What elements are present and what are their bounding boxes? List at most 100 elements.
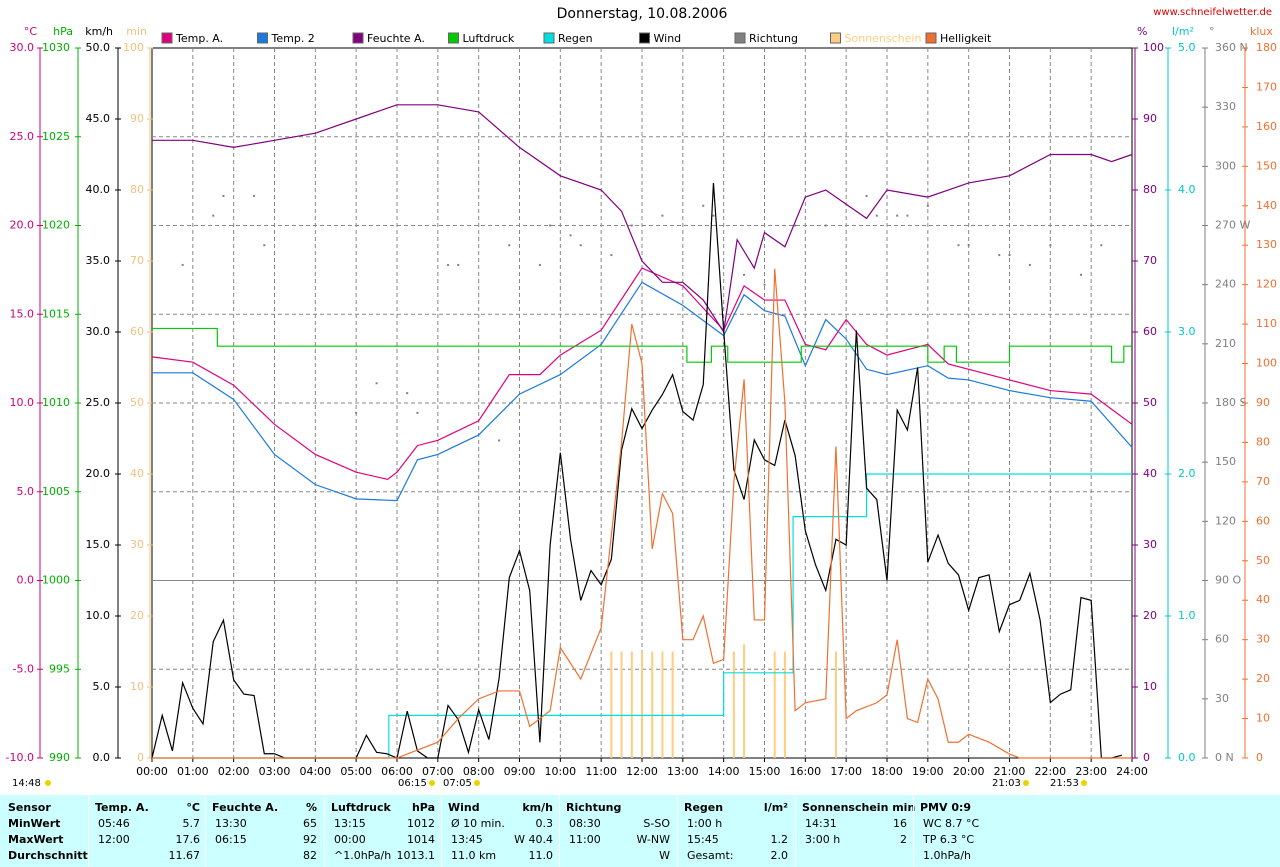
cell-value: W 40.4: [514, 833, 553, 846]
cell-time: 3:00 h: [805, 833, 841, 846]
y-tick-label: 60: [1215, 633, 1229, 646]
x-tick-label: 01:00: [177, 765, 209, 778]
x-tick-label: 06:00: [381, 765, 413, 778]
y-tick-label: 0.0: [1178, 751, 1196, 764]
axis-unit: °: [1209, 25, 1215, 38]
legend-label: Regen: [558, 32, 593, 45]
cell-time: 05:46: [98, 817, 130, 830]
x-tick-label: 00:00: [136, 765, 168, 778]
y-tick-label: 210: [1215, 337, 1236, 350]
x-tick-label: 13:00: [667, 765, 699, 778]
legend-swatch: [734, 32, 746, 44]
y-tick-label: 10: [1143, 680, 1157, 693]
legend-swatch: [257, 32, 268, 44]
y-tick-label: 360 N: [1215, 41, 1248, 54]
y-tick-label: 0: [137, 751, 144, 764]
legend-swatch: [352, 32, 364, 44]
cell-value: 1.2: [770, 833, 789, 846]
cell-value: 1012: [407, 817, 435, 830]
legend-swatch: [925, 32, 937, 44]
sun-marker: [429, 780, 435, 786]
x-tick-label: 03:00: [259, 765, 291, 778]
y-tick-label: 150: [1215, 455, 1236, 468]
x-tick-label: 07:00: [422, 765, 454, 778]
y-tick-label: 20.0: [10, 219, 35, 232]
direction-dot: [743, 273, 746, 276]
direction-dot: [1028, 263, 1031, 266]
y-tick-label: 30: [1215, 692, 1229, 705]
direction-dot: [181, 263, 184, 266]
column-separator: [324, 795, 325, 867]
cell-value: 11.0: [528, 849, 554, 862]
y-tick-label: 140: [1256, 199, 1277, 212]
y-tick-label: 2.0: [1178, 467, 1196, 480]
annotation: 07:05: [443, 778, 472, 789]
y-tick-label: 80: [1256, 435, 1270, 448]
cell-value: 16: [893, 817, 907, 830]
column-header: Temp. A.: [95, 801, 149, 814]
direction-dot: [447, 263, 450, 266]
direction-dot: [253, 194, 256, 197]
x-tick-label: 19:00: [912, 765, 944, 778]
y-tick-label: 10.0: [10, 396, 35, 409]
y-tick-label: 170: [1256, 80, 1277, 93]
y-tick-label: 80: [130, 183, 144, 196]
cell-time: 14:31: [805, 817, 837, 830]
y-tick-label: 40: [1143, 467, 1157, 480]
stats-table: Sensor MinWert MaxWert Durchschnitt Temp. A.…: [0, 795, 1280, 867]
direction-dot: [967, 244, 970, 247]
cell-time: 13:30: [215, 817, 247, 830]
cell-value: 2: [900, 833, 907, 846]
y-tick-label: 50: [130, 396, 144, 409]
sun-marker: [45, 780, 51, 786]
y-tick-label: 110: [1256, 317, 1277, 330]
direction-dot: [875, 214, 878, 217]
cell-time: 11:00: [569, 833, 601, 846]
y-tick-label: 100: [1256, 357, 1277, 370]
column-header: Wind: [448, 801, 480, 814]
column-header: PMV 0:9: [920, 801, 972, 814]
column-unit: %: [305, 801, 317, 814]
legend-swatch: [448, 32, 459, 44]
direction-dot: [355, 411, 358, 414]
series-step: [152, 327, 1132, 363]
annotation: 14:48: [12, 778, 41, 789]
y-tick-label: 4.0: [1178, 183, 1196, 196]
y-tick-label: 50: [1143, 396, 1157, 409]
direction-dot: [1049, 244, 1052, 247]
y-tick-label: 25.0: [10, 130, 35, 143]
y-tick-label: 40.0: [86, 183, 111, 196]
column-unit: hPa: [411, 801, 435, 814]
y-tick-label: 5.0: [17, 485, 35, 498]
legend-label: Sonnenschein: [845, 32, 922, 45]
cell-time: Gesamt:: [687, 849, 734, 862]
row-label: MinWert: [8, 817, 61, 830]
y-tick-label: 150: [1256, 159, 1277, 172]
y-tick-label: 20.0: [86, 467, 111, 480]
x-tick-label: 05:00: [340, 765, 372, 778]
y-tick-label: 40: [130, 467, 144, 480]
direction-dot: [212, 214, 215, 217]
cell-time: 08:30: [569, 817, 601, 830]
axis-unit: hPa: [53, 25, 73, 38]
y-tick-label: 10: [1256, 712, 1270, 725]
y-tick-label: 50: [1256, 554, 1270, 567]
y-tick-label: 160: [1256, 120, 1277, 133]
cell-value: 11.67: [168, 849, 201, 862]
cell-value: 1014: [407, 833, 435, 846]
y-tick-label: 0 N: [1215, 751, 1234, 764]
cell-value: W: [659, 849, 670, 862]
y-tick-label: 70: [130, 254, 144, 267]
direction-dot: [222, 194, 225, 197]
y-tick-label: 35.0: [86, 254, 111, 267]
series-line: [151, 182, 1122, 759]
row-label: Sensor: [8, 801, 51, 814]
series-line: [152, 104, 1133, 334]
y-tick-label: 1025: [42, 130, 70, 143]
y-tick-label: 30: [130, 538, 144, 551]
direction-dot: [538, 263, 541, 266]
row-label: Durchschnitt: [8, 849, 88, 862]
site-link[interactable]: www.schneifelwetter.de: [1153, 7, 1272, 18]
y-tick-label: 90: [130, 112, 144, 125]
cell-time: ^1.0hPa/h: [334, 849, 392, 862]
